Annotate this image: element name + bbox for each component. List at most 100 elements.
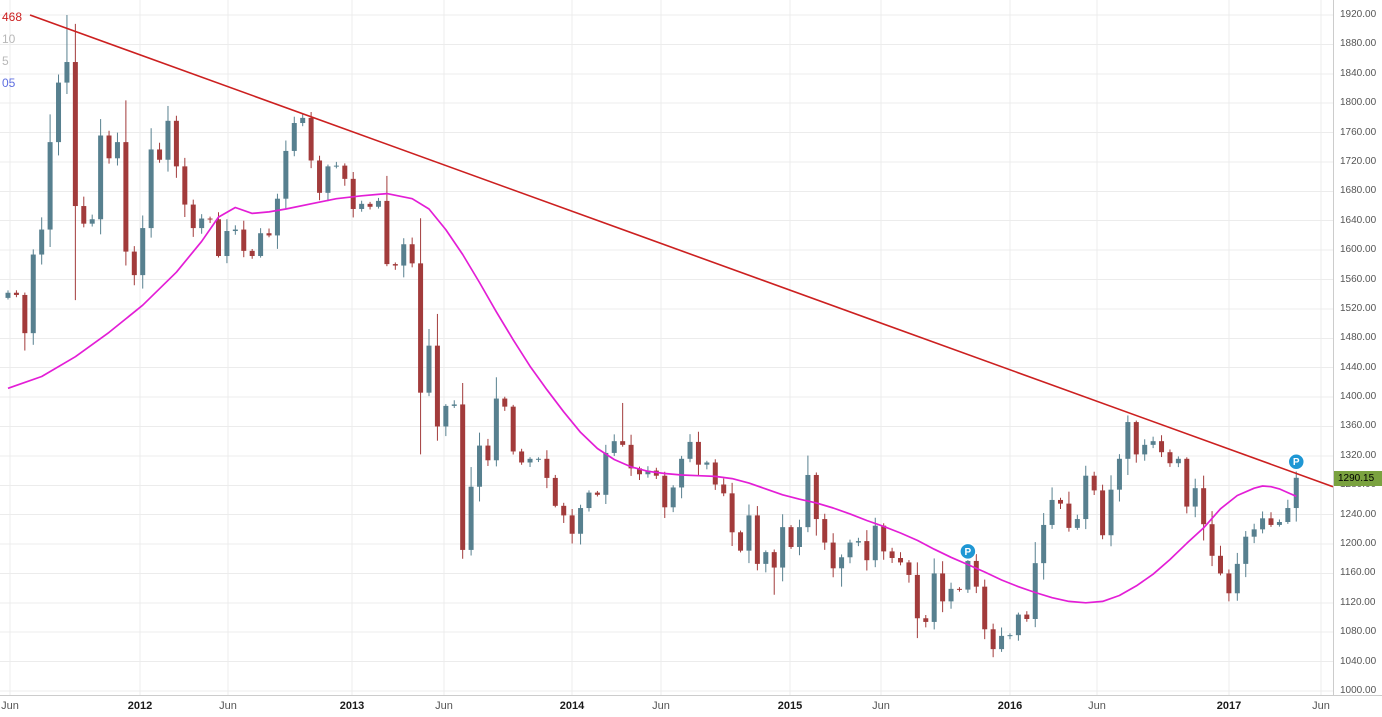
candle <box>367 203 373 207</box>
candle <box>1049 499 1055 525</box>
price-tick-label: 1240.00 <box>1340 508 1377 520</box>
candle <box>157 149 163 160</box>
candle <box>47 142 53 230</box>
candle <box>165 120 171 160</box>
price-tick-label: 1160.00 <box>1340 567 1376 579</box>
candle <box>173 120 179 167</box>
candle <box>123 142 129 252</box>
candle <box>1100 490 1106 536</box>
candle <box>1058 499 1063 504</box>
candle <box>847 542 853 558</box>
time-tick-label: 2017 <box>1216 700 1242 712</box>
candle <box>114 142 120 159</box>
candle <box>291 123 297 151</box>
price-tick-label: 1000.00 <box>1340 685 1377 696</box>
candle <box>965 560 971 590</box>
candle <box>771 552 777 568</box>
candle <box>1015 614 1021 636</box>
candle <box>451 404 457 406</box>
time-tick-label: 2013 <box>339 700 365 712</box>
price-tick-label: 1840.00 <box>1340 67 1377 79</box>
candle <box>519 451 525 463</box>
trendline[interactable] <box>29 14 1333 488</box>
candle <box>864 541 870 561</box>
candle <box>1234 563 1240 594</box>
candle <box>148 149 154 229</box>
candle <box>81 206 87 224</box>
candle <box>106 135 112 159</box>
candle <box>1285 508 1291 522</box>
candle <box>64 62 70 83</box>
candle <box>199 218 205 229</box>
candle <box>931 573 937 622</box>
time-tick-label: Jun <box>1088 700 1106 712</box>
pin-marker[interactable]: P <box>1287 452 1306 471</box>
candle <box>98 135 104 220</box>
candle <box>468 486 474 550</box>
candle <box>923 618 929 622</box>
time-tick-label: Jun <box>1312 700 1330 712</box>
candle <box>1175 458 1181 464</box>
candle <box>1108 489 1114 536</box>
candle <box>1032 563 1038 619</box>
candle <box>822 519 828 543</box>
candle <box>434 345 440 427</box>
pin-marker-circle[interactable] <box>1287 452 1306 471</box>
candle <box>359 203 365 209</box>
candle <box>1125 422 1131 459</box>
candle <box>502 398 508 407</box>
price-tick-label: 1880.00 <box>1340 38 1377 50</box>
candle <box>182 166 188 205</box>
candle <box>956 588 962 590</box>
candle <box>813 474 819 520</box>
candle <box>1293 477 1299 509</box>
candle <box>426 345 432 393</box>
candle <box>1192 488 1198 507</box>
candle <box>258 233 264 257</box>
candle <box>300 117 306 124</box>
candle <box>190 204 196 229</box>
candle <box>704 462 710 465</box>
indicator-legend: 468 10 5 05 <box>2 6 22 94</box>
candle <box>990 629 996 650</box>
time-tick-label: Jun <box>652 700 670 712</box>
candle <box>1133 422 1139 455</box>
candle <box>392 264 398 266</box>
candle <box>384 200 390 265</box>
candle <box>552 477 558 506</box>
candle <box>241 229 247 251</box>
candle <box>333 165 339 167</box>
candle <box>477 445 483 487</box>
price-axis[interactable]: 1920.00 1880.00 1840.00 1800.00 1760.00 1720.… <box>1333 0 1382 696</box>
candle <box>1251 529 1257 537</box>
candle <box>763 552 769 564</box>
price-tick-label: 1760.00 <box>1340 126 1377 138</box>
price-tick-label: 1120.00 <box>1340 596 1376 608</box>
candle <box>999 635 1005 650</box>
candle <box>274 198 280 236</box>
candle <box>695 441 701 465</box>
candle <box>679 458 685 488</box>
chart-svg[interactable]: PP <box>0 0 1333 695</box>
legend-line-4: 05 <box>2 76 16 90</box>
candle <box>830 542 836 569</box>
candle <box>325 166 331 193</box>
pin-marker-label: P <box>965 547 972 558</box>
candle <box>527 458 533 463</box>
pin-marker[interactable]: P <box>959 542 977 561</box>
price-tick-label: 1640.00 <box>1340 214 1377 226</box>
candle <box>1201 488 1207 525</box>
candle <box>1167 452 1173 464</box>
candle <box>637 468 642 475</box>
ma-line[interactable] <box>7 192 1297 604</box>
candle <box>561 505 567 516</box>
candle <box>56 82 62 143</box>
candle <box>224 231 230 257</box>
candle <box>940 573 946 602</box>
time-axis[interactable]: Jun 2012 Jun 2013 Jun 2014 Jun 2015 Jun 2016 Jun 20… <box>0 695 1382 717</box>
pin-marker-circle[interactable] <box>959 542 977 561</box>
candle <box>982 586 988 630</box>
candle <box>948 588 954 602</box>
